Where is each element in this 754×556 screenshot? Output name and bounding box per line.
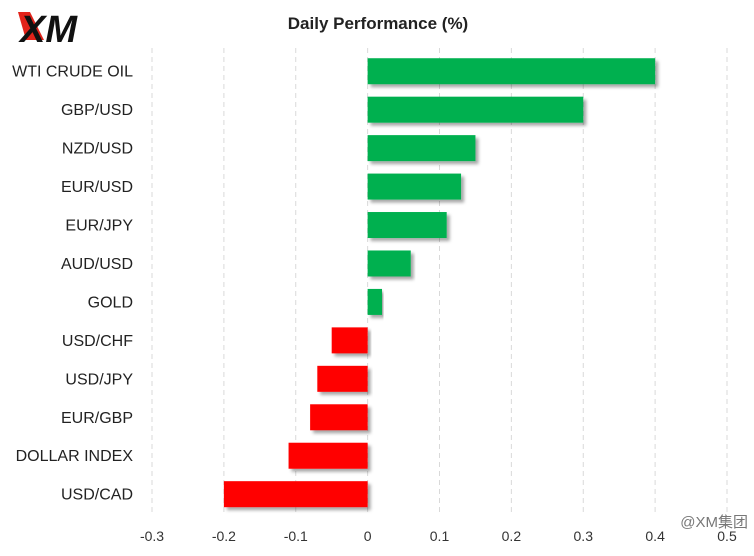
bar: [310, 404, 368, 431]
category-label: GBP/USD: [61, 102, 133, 119]
bar: [367, 173, 462, 200]
chart-title: Daily Performance (%): [288, 14, 468, 33]
xm-logo: XM: [18, 9, 78, 51]
x-axis-ticks: -0.3 -0.2 -0.1 0 0.1 0.2 0.3 0.4 0.5: [140, 528, 737, 544]
x-tick-label: -0.2: [212, 528, 236, 544]
category-label: EUR/USD: [61, 179, 133, 196]
x-tick-label: 0: [364, 528, 372, 544]
x-tick-label: -0.3: [140, 528, 164, 544]
category-labels: WTI CRUDE OIL GBP/USD NZD/USD EUR/USD EUR/JP…: [12, 64, 133, 504]
x-tick-label: 0.4: [645, 528, 665, 544]
bar: [223, 481, 368, 508]
x-tick-label: 0.1: [430, 528, 450, 544]
x-tick-label: -0.1: [284, 528, 308, 544]
bar: [331, 327, 368, 354]
logo-text: XM: [18, 9, 78, 51]
bar: [367, 212, 447, 239]
category-label: USD/CHF: [62, 333, 133, 350]
bar: [367, 288, 382, 315]
logo-mark-icon: [18, 12, 44, 40]
x-tick-label: 0.3: [574, 528, 594, 544]
category-label: USD/JPY: [65, 371, 133, 388]
category-label: AUD/USD: [61, 256, 133, 273]
bar: [288, 442, 368, 469]
bar: [317, 365, 368, 392]
category-label: NZD/USD: [62, 141, 133, 158]
category-label: EUR/GBP: [61, 410, 133, 427]
bar: [367, 96, 584, 123]
category-label: DOLLAR INDEX: [16, 448, 134, 465]
category-label: EUR/JPY: [65, 218, 133, 235]
x-tick-label: 0.2: [502, 528, 522, 544]
bars: [223, 58, 656, 508]
x-tick-label: 0.5: [717, 528, 737, 544]
category-label: GOLD: [88, 294, 133, 311]
category-label: USD/CAD: [61, 487, 133, 504]
bar: [367, 250, 411, 277]
grid-lines: [151, 48, 728, 516]
bar: [367, 58, 656, 85]
watermark-text: @XM集团: [680, 514, 748, 531]
category-label: WTI CRUDE OIL: [12, 64, 133, 81]
bar: [367, 135, 476, 162]
